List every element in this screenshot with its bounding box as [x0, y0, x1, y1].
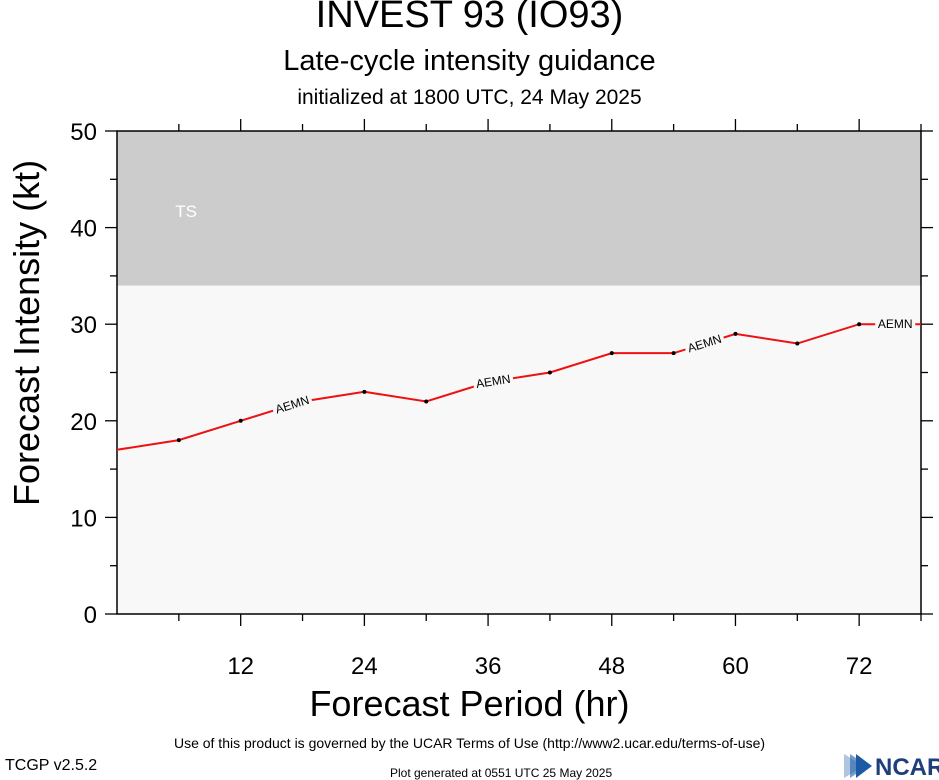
series-label-bg — [683, 330, 726, 357]
band-ts — [117, 131, 921, 286]
series-point — [671, 351, 676, 356]
y-tick-label: 50 — [70, 119, 97, 146]
series-point — [795, 341, 800, 346]
initialization-time: initialized at 1800 UTC, 24 May 2025 — [297, 86, 642, 109]
series-label-bg — [472, 371, 515, 392]
ncar-logo-swoosh-icon — [844, 754, 872, 778]
series-point — [857, 322, 862, 327]
version-text: TCGP v2.5.2 — [5, 757, 98, 774]
series-line-aemn — [116, 323, 921, 451]
y-tick-label: 30 — [70, 312, 97, 339]
x-axis-label: Forecast Period (hr) — [309, 683, 630, 724]
x-tick-label: 48 — [598, 653, 625, 680]
series-point — [238, 418, 243, 423]
x-tick-label: 24 — [351, 653, 378, 680]
band-label-ts: TS — [175, 202, 197, 221]
series-label-bg — [271, 392, 314, 418]
series-point — [424, 399, 429, 404]
series-point — [547, 370, 552, 375]
ncar-logo-text: NCAR — [875, 754, 939, 780]
series-point — [362, 389, 367, 394]
y-tick-label: 10 — [70, 505, 97, 532]
x-tick-label: 36 — [475, 653, 502, 680]
generated-time-text: Plot generated at 0551 UTC 25 May 2025 — [390, 766, 613, 780]
terms-of-use-text: Use of this product is governed by the U… — [173, 735, 766, 751]
y-tick-label: 40 — [70, 216, 97, 243]
x-tick-label: 60 — [722, 653, 749, 680]
chart-title: INVEST 93 (IO93) — [315, 0, 624, 36]
series-point — [176, 438, 181, 443]
series-label-aemn: AEMN — [878, 317, 913, 331]
y-tick-label: 0 — [84, 602, 97, 629]
ncar-logo: NCAR — [844, 754, 939, 780]
x-tick-label: 12 — [227, 653, 254, 680]
series-point — [733, 331, 738, 336]
series-point — [609, 351, 614, 356]
chart-subtitle: Late-cycle intensity guidance — [283, 45, 656, 77]
series-label-aemn: AEMN — [475, 372, 511, 391]
x-tick-label: 72 — [846, 653, 873, 680]
y-axis-label: Forecast Intensity (kt) — [6, 159, 47, 506]
series-label-bg — [875, 317, 916, 332]
y-tick-label: 20 — [70, 409, 97, 436]
